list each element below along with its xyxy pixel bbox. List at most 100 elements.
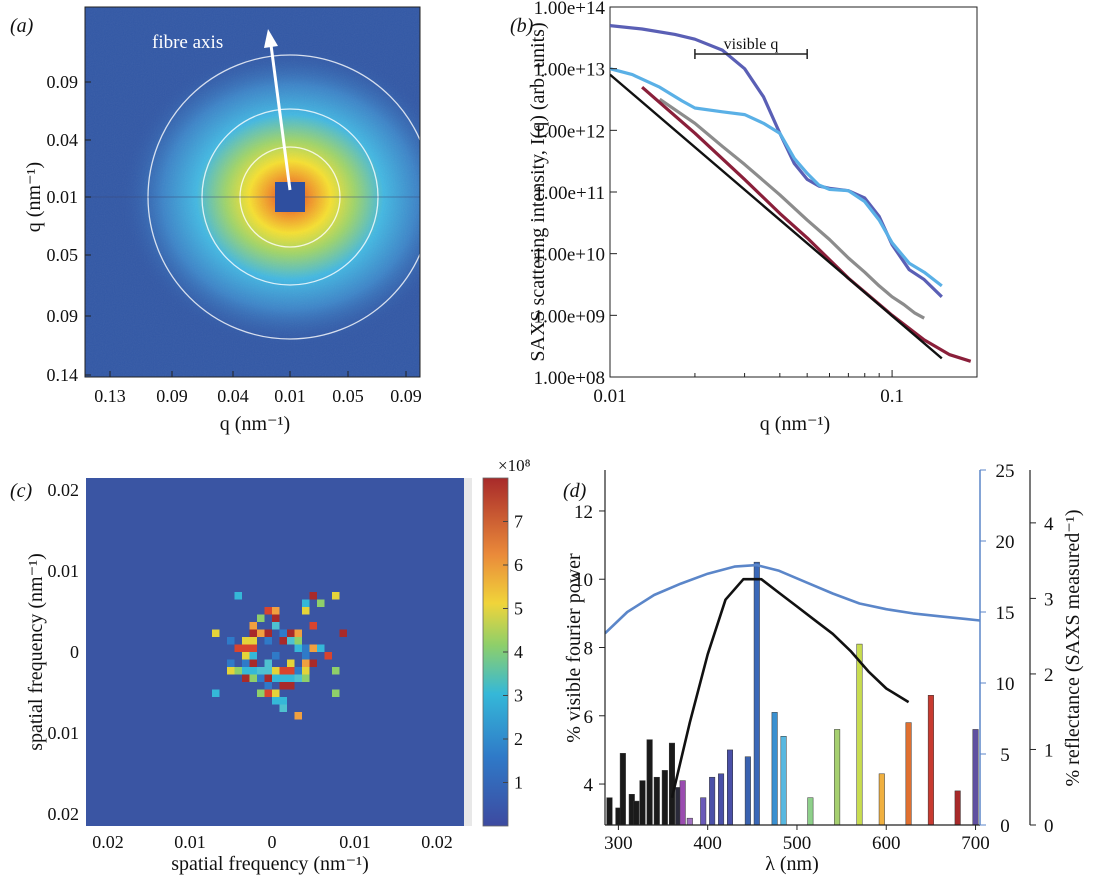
series-reflectance-line [605,563,980,635]
panel-a-label: (a) [10,15,34,37]
b-y-tick-label: 1.00e+11 [534,183,605,204]
d-x-tick-label: 300 [604,833,633,854]
c-x-tick-label: 0.02 [421,832,453,852]
panel-d-x-ticks: 300 400 500 600 700 [604,825,990,854]
a-x-tick-label: 0.01 [274,386,306,406]
d-right1-tick-label: 15 [996,603,1015,624]
power-cell [249,652,257,660]
b-x-tick-label: 0.01 [593,386,626,407]
a-x-tick-label: 0.04 [217,386,249,406]
visible-q-label: visible q [724,36,779,53]
power-cell [249,659,257,667]
d-left-tick-label: 10 [574,570,593,591]
power-cell [294,644,302,652]
d-x-tick-label: 600 [872,833,901,854]
b-y-tick-label: 1.00e+09 [534,306,605,327]
power-cell [302,667,310,675]
colorbar-tick-label: 5 [514,599,523,619]
fourier-bar [771,712,778,825]
power-cell [272,614,280,622]
power-cell [272,622,280,630]
d-right2-tick-label: 2 [1044,665,1054,686]
a-y-tick-label: 0.14 [47,365,79,385]
power-cell [309,644,317,652]
power-cell [264,629,272,637]
colorbar-tick-label: 2 [514,729,523,749]
a-y-tick-label: 0.01 [47,187,79,207]
fourier-bar [661,770,668,825]
panel-b-x-ticks: 0.01 0.1 [593,370,978,407]
d-right2-tick-label: 4 [1044,514,1054,535]
power-cell [257,629,265,637]
power-cell [294,629,302,637]
colorbar-tick-label: 1 [514,773,523,793]
colorbar-multiplier: ×10⁸ [498,456,531,475]
panel-d-plot-area [605,470,980,825]
panel-c-y-label: spatial frequency (nm⁻¹) [25,553,47,751]
power-cell [212,689,220,697]
panel-a: (a) fibre axis 0.090.040.010.050.090.14 … [10,6,422,435]
power-cell [249,622,257,630]
power-cell [234,644,242,652]
fourier-bar [606,797,613,825]
panel-b-x-label: q (nm⁻¹) [760,413,830,435]
power-cell [294,712,302,720]
power-cell [287,667,295,675]
power-cell [272,652,280,660]
colorbar-tick-label: 6 [514,555,523,575]
fourier-bar [639,780,646,825]
power-cell [279,704,287,712]
power-cell [279,674,287,682]
panel-b-y-ticks: 1.00e+14 1.00e+13 1.00e+12 1.00e+11 1.00e+10… [534,0,617,389]
d-x-tick-label: 400 [693,833,722,854]
panel-a-x-label: q (nm⁻¹) [220,413,290,435]
power-cell [309,592,317,600]
d-left-tick-label: 8 [584,639,594,660]
power-cell [339,629,347,637]
power-cell [264,674,272,682]
saxs-series-4 [610,73,943,360]
series-SAXS-line [670,577,910,798]
panel-c-label: (c) [10,480,33,502]
c-x-tick-label: 0.01 [339,832,371,852]
fourier-bar [686,817,693,825]
power-cell [249,667,257,675]
power-cell [287,682,295,690]
power-cell [272,674,280,682]
d-left-tick-label: 12 [574,502,593,523]
b-y-tick-label: 1.00e+13 [534,60,605,81]
a-x-tick-label: 0.09 [156,386,188,406]
c-y-tick-label: 0.01 [48,723,80,743]
d-right2-tick-label: 1 [1044,740,1054,761]
power-cell [279,629,287,637]
power-cell [227,637,235,645]
fourier-bar [954,790,961,825]
panel-d-right-label: % reflectance (SAXS measured⁻¹) [1062,510,1084,787]
fourier-bar [927,695,934,825]
fourier-bar [709,776,716,825]
fourier-bar [753,561,760,825]
power-cell [257,614,265,622]
fourier-bar [807,797,814,825]
c-y-tick-label: 0 [70,642,79,662]
fourier-bar [856,643,863,825]
panel-a-frame [84,6,421,378]
colorbar-ticks: 1 2 3 4 5 6 7 [503,512,523,793]
power-cell [302,599,310,607]
saxs-series-1 [610,67,943,288]
power-cell [242,644,250,652]
d-right1-tick-label: 0 [1000,816,1010,837]
b-y-tick-label: 1.00e+08 [534,368,605,389]
fourier-bar [744,756,751,825]
power-cell [302,674,310,682]
map-edge [464,478,472,826]
fibre-axis-arrow [269,44,292,191]
power-cell [249,629,257,637]
power-cell [272,607,280,615]
visible-q-marker [694,49,808,59]
b-y-tick-label: 1.00e+10 [534,245,605,266]
power-cell [227,659,235,667]
power-cell [294,667,302,675]
power-cell [249,644,257,652]
